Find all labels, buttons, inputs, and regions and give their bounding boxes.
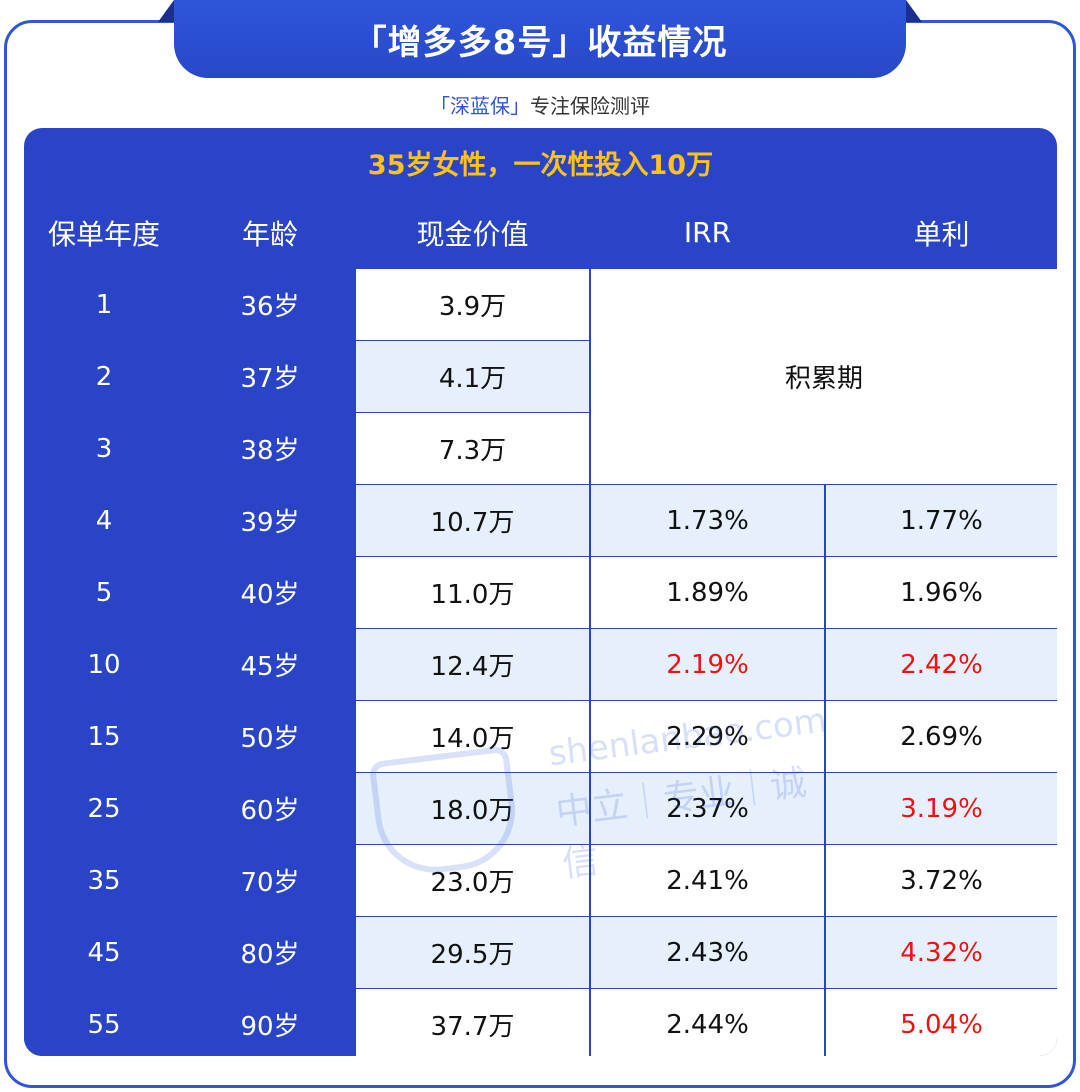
cell-age: 80岁: [186, 917, 354, 988]
cell-cash-value: 10.7万: [356, 485, 589, 556]
cell-cash-value: 14.0万: [356, 701, 589, 772]
cell-simple-interest: 2.69%: [826, 701, 1057, 772]
cell-irr: 2.19%: [591, 629, 824, 700]
table-row: 1 36岁 3.9万: [24, 269, 1057, 340]
cell-cash-value: 18.0万: [356, 773, 589, 844]
cell-year: 45: [24, 917, 184, 988]
subtitle: 「深蓝保」专注保险测评: [0, 90, 1080, 119]
table-row: 25 60岁 18.0万 2.37% 3.19%: [24, 773, 1057, 844]
cell-cash-value: 12.4万: [356, 629, 589, 700]
header-tab-ear-right: [906, 0, 922, 22]
returns-table: 35岁女性，一次性投入10万 保单年度 年龄 现金价值 IRR 单利 1 36岁 3…: [24, 128, 1057, 1056]
cell-year: 15: [24, 701, 184, 772]
cell-age: 36岁: [186, 269, 354, 340]
column-header-simple-interest: 单利: [826, 197, 1057, 268]
page-title: 「增多多8号」收益情况: [352, 22, 728, 63]
cell-irr: 1.89%: [591, 557, 824, 628]
table-row: 15 50岁 14.0万 2.29% 2.69%: [24, 701, 1057, 772]
cell-year: 2: [24, 341, 184, 412]
cell-cash-value: 3.9万: [356, 269, 589, 340]
cell-cash-value: 29.5万: [356, 917, 589, 988]
cell-simple-interest: 3.72%: [826, 845, 1057, 916]
cell-age: 90岁: [186, 989, 354, 1056]
column-header-year: 保单年度: [24, 197, 184, 268]
table-row: 45 80岁 29.5万 2.43% 4.32%: [24, 917, 1057, 988]
cell-year: 55: [24, 989, 184, 1056]
cell-year: 3: [24, 413, 184, 484]
cell-year: 25: [24, 773, 184, 844]
cell-cash-value: 4.1万: [356, 341, 589, 412]
cell-age: 38岁: [186, 413, 354, 484]
cell-year: 35: [24, 845, 184, 916]
brand-tagline: 专注保险测评: [530, 94, 650, 118]
table-row: 3 38岁 7.3万: [24, 413, 1057, 484]
cell-year: 10: [24, 629, 184, 700]
cell-irr: 2.29%: [591, 701, 824, 772]
table-row: 55 90岁 37.7万 2.44% 5.04%: [24, 989, 1057, 1056]
header-tab: 「增多多8号」收益情况: [174, 0, 906, 78]
cell-age: 60岁: [186, 773, 354, 844]
table-caption: 35岁女性，一次性投入10万: [367, 149, 714, 181]
column-header-irr: IRR: [591, 197, 824, 268]
table-row: 35 70岁 23.0万 2.41% 3.72%: [24, 845, 1057, 916]
cell-age: 70岁: [186, 845, 354, 916]
cell-simple-interest: 1.77%: [826, 485, 1057, 556]
cell-simple-interest: 5.04%: [826, 989, 1057, 1056]
cell-cash-value: 11.0万: [356, 557, 589, 628]
cell-age: 50岁: [186, 701, 354, 772]
cell-simple-interest: 3.19%: [826, 773, 1057, 844]
cell-age: 40岁: [186, 557, 354, 628]
cell-age: 37岁: [186, 341, 354, 412]
column-header-age: 年龄: [186, 197, 354, 268]
cell-irr: 2.44%: [591, 989, 824, 1056]
cell-simple-interest: 4.32%: [826, 917, 1057, 988]
table-row: 4 39岁 10.7万 1.73% 1.77%: [24, 485, 1057, 556]
cell-irr: 2.41%: [591, 845, 824, 916]
cell-cash-value: 23.0万: [356, 845, 589, 916]
cell-age: 39岁: [186, 485, 354, 556]
table-row: 5 40岁 11.0万 1.89% 1.96%: [24, 557, 1057, 628]
cell-year: 1: [24, 269, 184, 340]
cell-cash-value: 37.7万: [356, 989, 589, 1056]
brand-name: 「深蓝保」: [430, 94, 530, 118]
cell-simple-interest: 1.96%: [826, 557, 1057, 628]
cell-year: 4: [24, 485, 184, 556]
cell-cash-value: 7.3万: [356, 413, 589, 484]
header-tab-ear-left: [158, 0, 174, 22]
cell-age: 45岁: [186, 629, 354, 700]
table-header-row: 保单年度 年龄 现金价值 IRR 单利: [24, 197, 1057, 268]
cell-irr: 2.37%: [591, 773, 824, 844]
cell-simple-interest: 2.42%: [826, 629, 1057, 700]
table-row: 10 45岁 12.4万 2.19% 2.42%: [24, 629, 1057, 700]
cell-year: 5: [24, 557, 184, 628]
column-header-cash-value: 现金价值: [356, 197, 589, 268]
accumulation-period-cell: 积累期: [591, 269, 1057, 484]
cell-irr: 2.43%: [591, 917, 824, 988]
table-row: 2 37岁 4.1万: [24, 341, 1057, 412]
cell-irr: 1.73%: [591, 485, 824, 556]
